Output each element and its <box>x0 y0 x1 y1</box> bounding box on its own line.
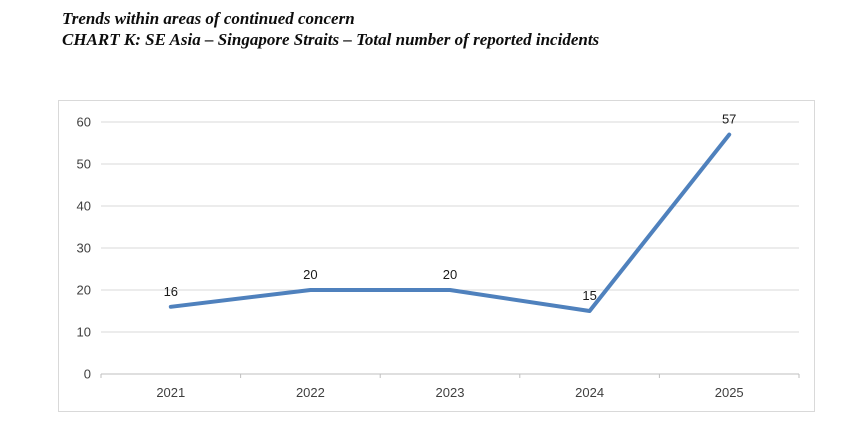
x-axis-tick-label: 2025 <box>715 385 744 400</box>
line-chart-frame: 0 10 20 30 40 50 60 2021 2022 2023 2024 2025 16 20 20 1… <box>58 100 815 412</box>
y-axis-tick-label: 0 <box>84 367 91 382</box>
y-axis-tick-label: 50 <box>77 157 91 172</box>
y-axis-tick-label: 60 <box>77 115 91 130</box>
y-axis-tick-label: 30 <box>77 241 91 256</box>
x-axis-tick-label: 2022 <box>296 385 325 400</box>
y-axis-tick-label: 40 <box>77 199 91 214</box>
y-axis-tick-label: 10 <box>77 325 91 340</box>
chart-canvas: 0 10 20 30 40 50 60 2021 2022 2023 2024 2025 16 20 20 1… <box>77 112 800 400</box>
data-label: 20 <box>303 267 317 282</box>
x-axis-tick-label: 2023 <box>436 385 465 400</box>
data-label: 57 <box>722 112 736 127</box>
x-axis-tick-label: 2024 <box>575 385 604 400</box>
y-axis-tick-label: 20 <box>77 283 91 298</box>
chart-titles: Trends within areas of continued concern… <box>62 8 599 50</box>
x-axis-tick-label: 2021 <box>156 385 185 400</box>
series-line <box>168 132 732 313</box>
data-label: 20 <box>443 267 457 282</box>
chart-title: CHART K: SE Asia – Singapore Straits – T… <box>62 30 600 49</box>
data-label: 15 <box>582 288 596 303</box>
section-title: Trends within areas of continued concern <box>62 9 355 28</box>
data-label: 16 <box>164 284 178 299</box>
